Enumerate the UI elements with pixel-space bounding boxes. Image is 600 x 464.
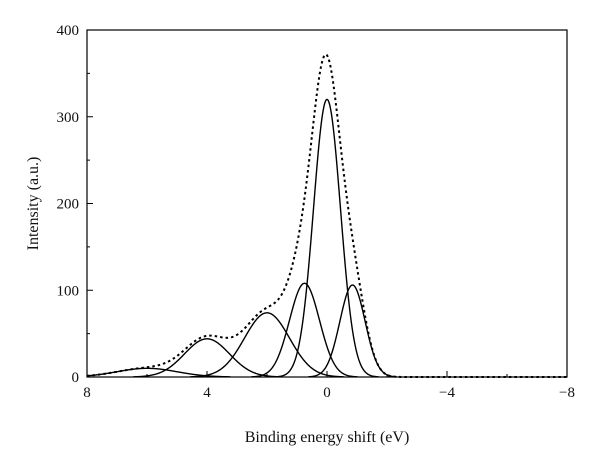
component-peak-1	[275, 98, 379, 378]
axes: 8 4 0 −4 −8 0 100 200 300 400	[57, 23, 575, 401]
plot-frame	[86, 29, 568, 378]
plot-area	[86, 53, 567, 378]
x-tick-label: 8	[83, 385, 91, 401]
x-tick-label: −4	[439, 385, 455, 401]
component-peak-3	[251, 282, 358, 378]
y-tick-label: 200	[57, 197, 80, 213]
y-tick-label: 100	[57, 283, 80, 299]
x-tick-label: 4	[203, 385, 211, 401]
y-axis-label: Intensity (a.u.)	[25, 157, 42, 251]
component-peak-4	[190, 312, 344, 378]
y-tick-label: 0	[72, 370, 80, 386]
component-peak-2	[308, 284, 397, 378]
x-tick-label: 0	[323, 385, 331, 401]
y-tick-label: 400	[57, 23, 80, 39]
y-tick-label: 300	[57, 110, 80, 126]
envelope-sum-curve	[86, 53, 567, 378]
x-axis-label: Binding energy shift (eV)	[245, 429, 410, 446]
component-peak-5	[133, 338, 281, 378]
x-tick-label: −8	[559, 385, 575, 401]
